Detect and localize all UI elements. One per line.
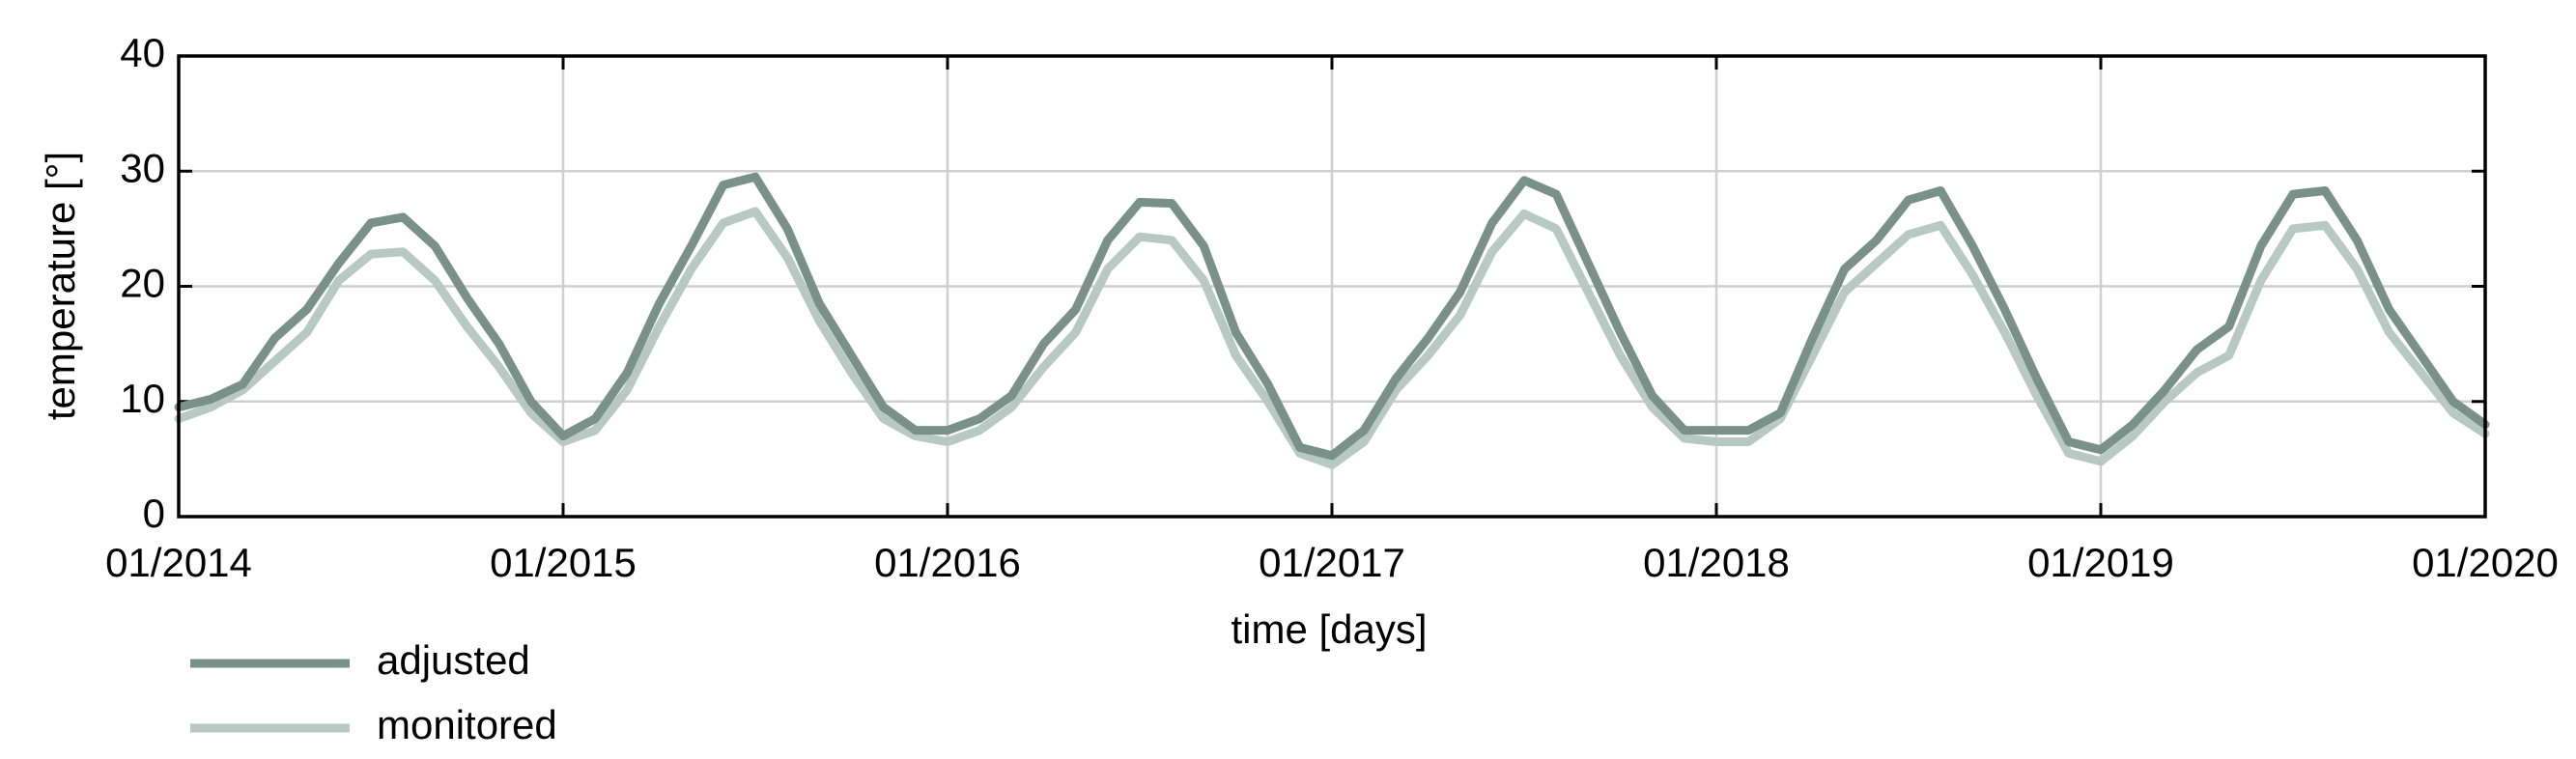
line-series [174,207,2490,469]
x-tick-label: 01/2020 [2412,540,2559,585]
y-tick-label: 0 [143,491,165,536]
plot-frame [177,54,2487,519]
y-tick-label: 40 [120,30,165,75]
x-tick-label: 01/2019 [2027,540,2174,585]
line-series [174,172,2490,461]
y-tick-label: 10 [120,376,165,421]
x-tick-label: 01/2015 [490,540,637,585]
x-tick-label: 01/2017 [1259,540,1405,585]
y-tick-label: 30 [120,145,165,190]
y-axis-label: temperature [°] [38,152,83,420]
y-tick-label: 20 [120,261,165,306]
x-tick-label: 01/2018 [1643,540,1790,585]
x-tick-label: 01/2016 [874,540,1021,585]
legend-label: adjusted [377,637,530,683]
x-tick-label: 01/2014 [105,540,252,585]
legend-label: monitored [377,702,557,747]
x-axis-label: time [days] [1231,606,1427,652]
